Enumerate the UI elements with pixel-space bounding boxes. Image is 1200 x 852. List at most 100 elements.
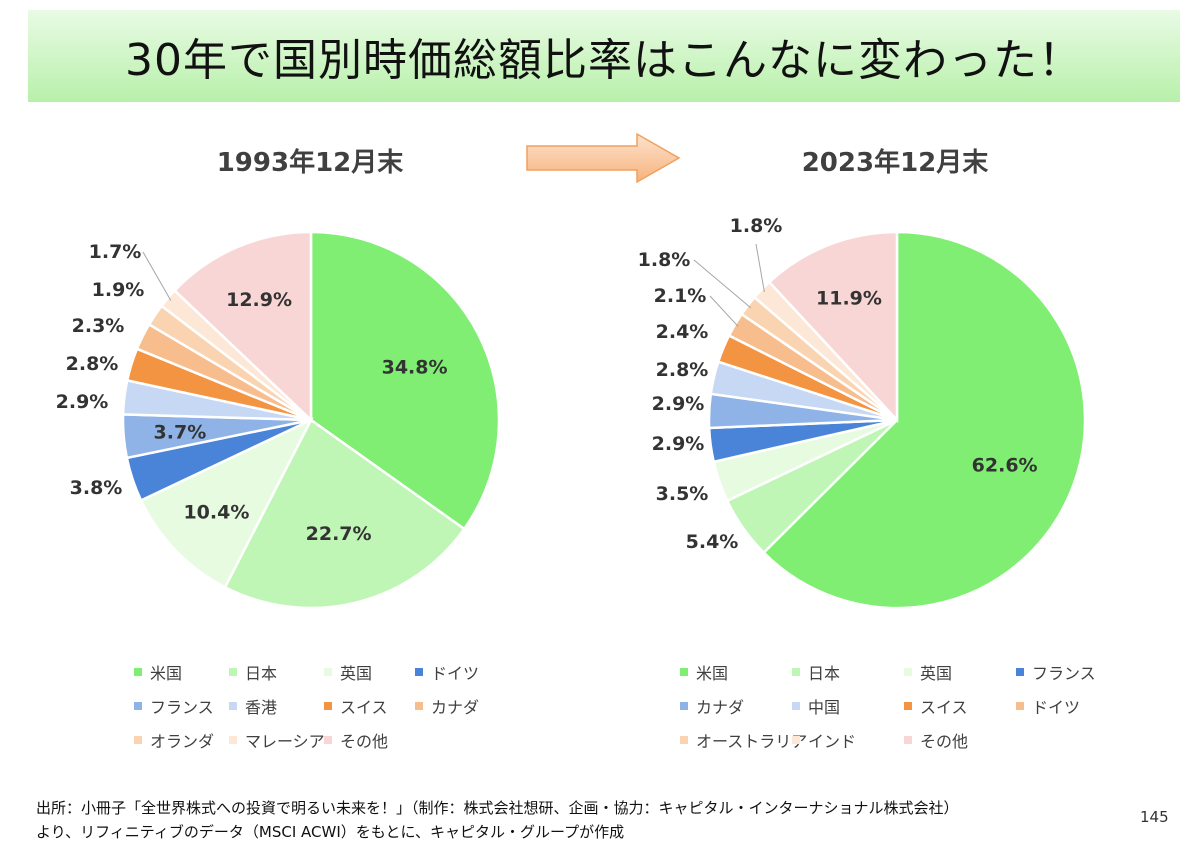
- slice-label: 12.9%: [226, 289, 292, 311]
- slice-label: 3.7%: [154, 421, 207, 443]
- legend-swatch: [415, 668, 423, 676]
- legend-swatch: [324, 668, 332, 676]
- legend-label: フランス: [1032, 664, 1096, 683]
- slice-label: 1.7%: [89, 241, 142, 263]
- legend-item: 米国: [134, 660, 182, 684]
- slice-label: 62.6%: [972, 455, 1038, 477]
- legend-label: その他: [920, 732, 969, 751]
- pie-slice-2023-0: [761, 230, 1087, 610]
- legend-swatch: [134, 702, 142, 710]
- slice-label: 1.9%: [92, 279, 145, 301]
- legend-item: 香港: [229, 694, 277, 718]
- legend-item: 英国: [324, 660, 372, 684]
- legend-item: ドイツ: [1016, 694, 1080, 718]
- footer-line-1: 出所：小冊子「全世界株式への投資で明るい未来を！」（制作：株式会社想研、企画・協…: [36, 799, 959, 817]
- legend-label: 中国: [808, 698, 841, 717]
- slice-label: 2.9%: [56, 391, 109, 413]
- pie-slice-1993-1: [223, 418, 466, 610]
- legend-item: その他: [904, 728, 968, 752]
- legend-item: 米国: [680, 660, 728, 684]
- legend-item: ドイツ: [415, 660, 479, 684]
- legend-label: フランス: [150, 698, 214, 717]
- legend-swatch: [229, 702, 237, 710]
- legend-item: オーストラリア: [680, 728, 807, 752]
- pie-slice-1993-10: [172, 230, 313, 423]
- legend-label: オランダ: [150, 732, 215, 751]
- legend-item: フランス: [134, 694, 214, 718]
- legend-item: カナダ: [415, 694, 479, 718]
- legend-label: スイス: [340, 698, 388, 717]
- legend-item: 日本: [229, 660, 277, 684]
- slice-label: 2.9%: [652, 393, 705, 415]
- legend-label: スイス: [920, 698, 968, 717]
- legend-swatch: [792, 702, 800, 710]
- legend-label: 米国: [696, 664, 729, 683]
- legend-label: ドイツ: [1032, 698, 1081, 717]
- slice-label: 2.8%: [656, 359, 709, 381]
- chart-title-1993: 1993年12月末: [216, 148, 404, 178]
- pie-chart-1993: 34.8% 22.7% 10.4% 3.8% 3.7% 2.9% 2.8% 2.3% 1.9% 1…: [56, 230, 501, 610]
- legend-swatch: [1016, 702, 1024, 710]
- legend-swatch: [324, 702, 332, 710]
- slice-label: 2.1%: [654, 285, 707, 307]
- slice-label: 3.8%: [70, 477, 123, 499]
- legend-swatch: [324, 736, 332, 744]
- chart-title-2023: 2023年12月末: [801, 148, 989, 178]
- legend-label: 日本: [808, 664, 841, 683]
- pie-slice-1993-2: [139, 417, 314, 589]
- legend-label: 香港: [245, 698, 278, 717]
- legend-item: マレーシア: [229, 728, 325, 752]
- leader-line: [142, 251, 172, 301]
- legend-item: フランス: [1016, 660, 1096, 684]
- legend-swatch: [904, 736, 912, 744]
- slice-label: 11.9%: [816, 287, 882, 309]
- legend-item: その他: [324, 728, 388, 752]
- legend-label: インド: [808, 732, 857, 751]
- legend-label: ドイツ: [431, 664, 480, 683]
- legend-label: オーストラリア: [696, 732, 808, 751]
- legend-label: マレーシア: [245, 732, 325, 751]
- legend-label: 英国: [920, 664, 953, 683]
- slice-label: 1.8%: [638, 249, 691, 271]
- pie-slice-2023-10: [767, 230, 899, 424]
- legend-item: スイス: [324, 694, 388, 718]
- legend-item: 中国: [792, 694, 840, 718]
- legend-item: カナダ: [680, 694, 744, 718]
- slice-label: 22.7%: [306, 523, 372, 545]
- slice-label: 2.4%: [656, 321, 709, 343]
- legend-item: インド: [792, 728, 856, 752]
- slice-label: 1.8%: [730, 215, 783, 237]
- legend-swatch: [904, 702, 912, 710]
- slice-label: 34.8%: [382, 357, 448, 379]
- leader-line: [755, 243, 765, 293]
- slice-label: 10.4%: [183, 502, 249, 524]
- legend-swatch: [680, 736, 688, 744]
- legend-swatch: [415, 702, 423, 710]
- legend-swatch: [134, 736, 142, 744]
- slice-label: 2.9%: [652, 433, 705, 455]
- source-footer: 出所：小冊子「全世界株式への投資で明るい未来を！」（制作：株式会社想研、企画・協…: [36, 796, 959, 844]
- leader-line: [693, 259, 752, 309]
- legend-swatch: [229, 668, 237, 676]
- legend-swatch: [904, 668, 912, 676]
- legend-label: カナダ: [431, 698, 480, 717]
- slice-label: 5.4%: [686, 531, 739, 553]
- legend-swatch: [1016, 668, 1024, 676]
- legend-label: カナダ: [696, 698, 745, 717]
- legend-label: 日本: [245, 664, 278, 683]
- legend-swatch: [134, 668, 142, 676]
- right-arrow-icon: [526, 132, 681, 184]
- legend-swatch: [680, 668, 688, 676]
- pie-chart-2023: 62.6% 5.4% 3.5% 2.9% 2.9% 2.8% 2.4% 2.1% 1.8% 1.8…: [638, 215, 1087, 610]
- slice-label: 3.5%: [656, 483, 709, 505]
- page-title: 30年で国別時価総額比率はこんなに変わった！: [125, 35, 1083, 86]
- page-number: 145: [1140, 808, 1169, 826]
- footer-line-2: より、リフィニティブのデータ（MSCI ACWI）をもとに、キャピタル・グループ…: [36, 823, 625, 841]
- slice-label: 2.8%: [66, 353, 119, 375]
- legend-swatch: [792, 668, 800, 676]
- leader-line: [709, 295, 739, 327]
- legend-item: 日本: [792, 660, 840, 684]
- title-bar: 30年で国別時価総額比率はこんなに変わった！: [28, 10, 1180, 102]
- legend-swatch: [680, 702, 688, 710]
- legend-item: 英国: [904, 660, 952, 684]
